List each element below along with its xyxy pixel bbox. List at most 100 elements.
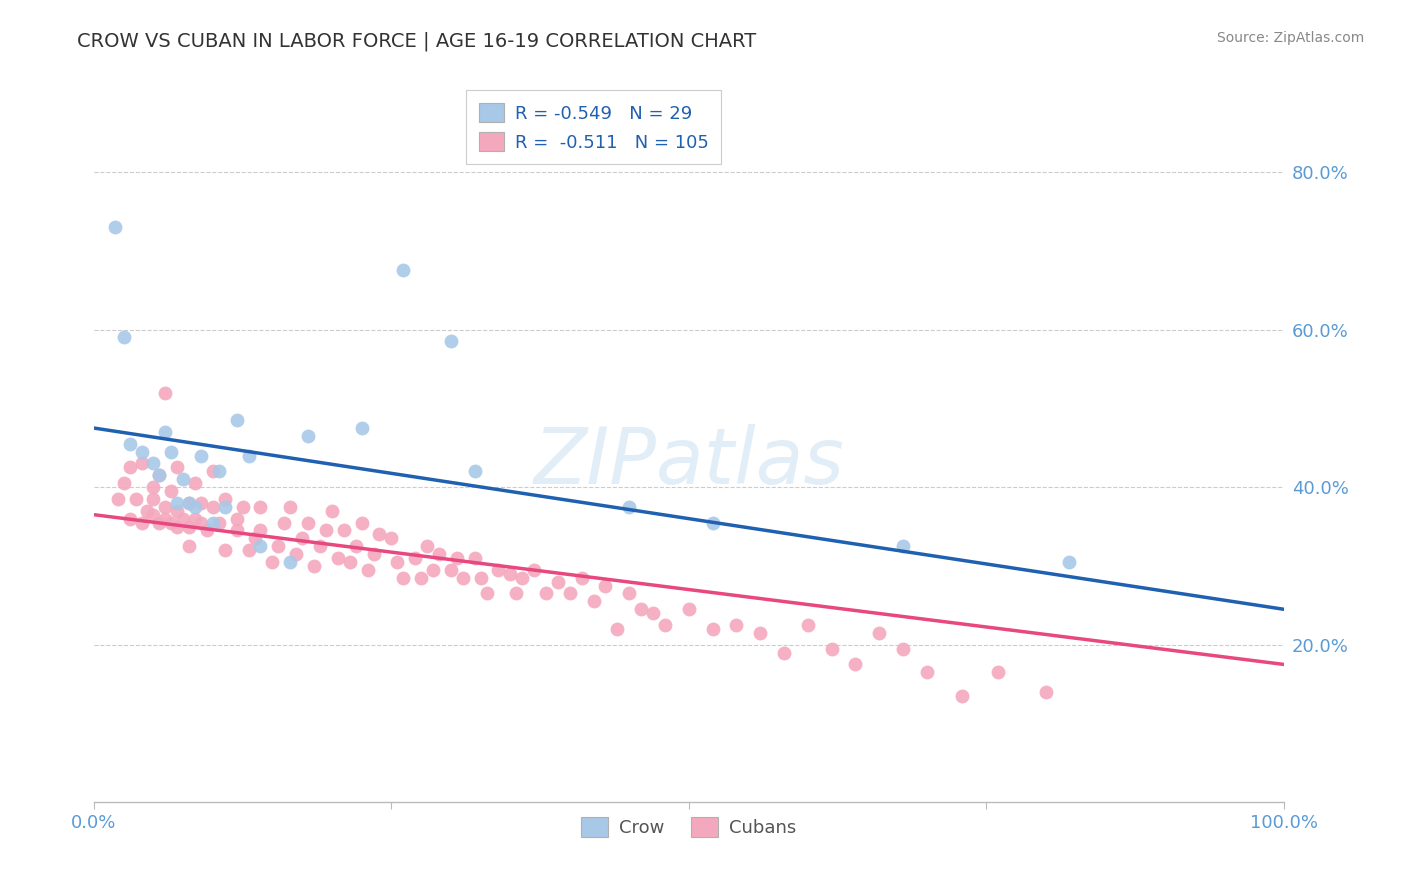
Point [136,504,159,518]
Point [184,511,207,525]
Point [630,602,652,616]
Point [702,622,724,636]
Point [249,539,271,553]
Point [249,524,271,538]
Point [278,555,301,569]
Point [332,524,354,538]
Point [225,511,247,525]
Point [868,626,890,640]
Point [112,476,135,491]
Point [595,579,617,593]
Point [214,491,236,506]
Point [844,657,866,672]
Point [148,468,170,483]
Point [950,689,973,703]
Point [142,508,165,522]
Point [422,563,444,577]
Point [172,472,194,486]
Point [166,460,188,475]
Point [148,468,170,483]
Point [440,334,463,349]
Point [201,516,224,530]
Point [440,563,463,577]
Point [225,524,247,538]
Point [470,571,492,585]
Point [232,500,254,514]
Point [558,586,581,600]
Point [510,571,533,585]
Point [201,500,224,514]
Point [350,421,373,435]
Point [464,464,486,478]
Point [131,457,153,471]
Point [475,586,498,600]
Point [451,571,474,585]
Point [368,527,391,541]
Point [321,504,343,518]
Point [177,539,200,553]
Point [160,484,183,499]
Point [142,491,165,506]
Point [201,464,224,478]
Point [523,563,546,577]
Point [392,263,415,277]
Point [891,539,914,553]
Point [124,491,146,506]
Point [291,532,314,546]
Point [582,594,605,608]
Point [118,511,141,525]
Point [238,543,260,558]
Point [118,437,141,451]
Point [641,606,664,620]
Point [619,586,641,600]
Point [619,500,641,514]
Point [166,504,188,518]
Point [1059,555,1081,569]
Point [773,646,796,660]
Point [505,586,527,600]
Point [148,516,170,530]
Point [486,563,509,577]
Point [796,618,818,632]
Point [606,622,628,636]
Point [891,641,914,656]
Point [702,516,724,530]
Point [464,551,486,566]
Point [155,500,177,514]
Point [749,626,772,640]
Point [238,449,260,463]
Point [915,665,938,680]
Point [285,547,308,561]
Point [177,496,200,510]
Text: ZIPatlas: ZIPatlas [533,424,844,500]
Point [499,566,522,581]
Point [190,516,212,530]
Point [547,574,569,589]
Point [380,532,402,546]
Point [190,496,212,510]
Point [214,500,236,514]
Point [131,444,153,458]
Point [177,496,200,510]
Point [177,519,200,533]
Point [184,500,207,514]
Point [427,547,450,561]
Point [118,460,141,475]
Text: Source: ZipAtlas.com: Source: ZipAtlas.com [1216,31,1364,45]
Point [131,516,153,530]
Point [350,516,373,530]
Point [297,429,319,443]
Point [195,524,218,538]
Point [571,571,593,585]
Point [184,476,207,491]
Point [302,558,325,573]
Point [678,602,700,616]
Point [363,547,385,561]
Point [392,571,415,585]
Point [172,511,194,525]
Point [107,491,129,506]
Point [142,457,165,471]
Text: CROW VS CUBAN IN LABOR FORCE | AGE 16-19 CORRELATION CHART: CROW VS CUBAN IN LABOR FORCE | AGE 16-19… [77,31,756,51]
Point [409,571,432,585]
Point [267,539,290,553]
